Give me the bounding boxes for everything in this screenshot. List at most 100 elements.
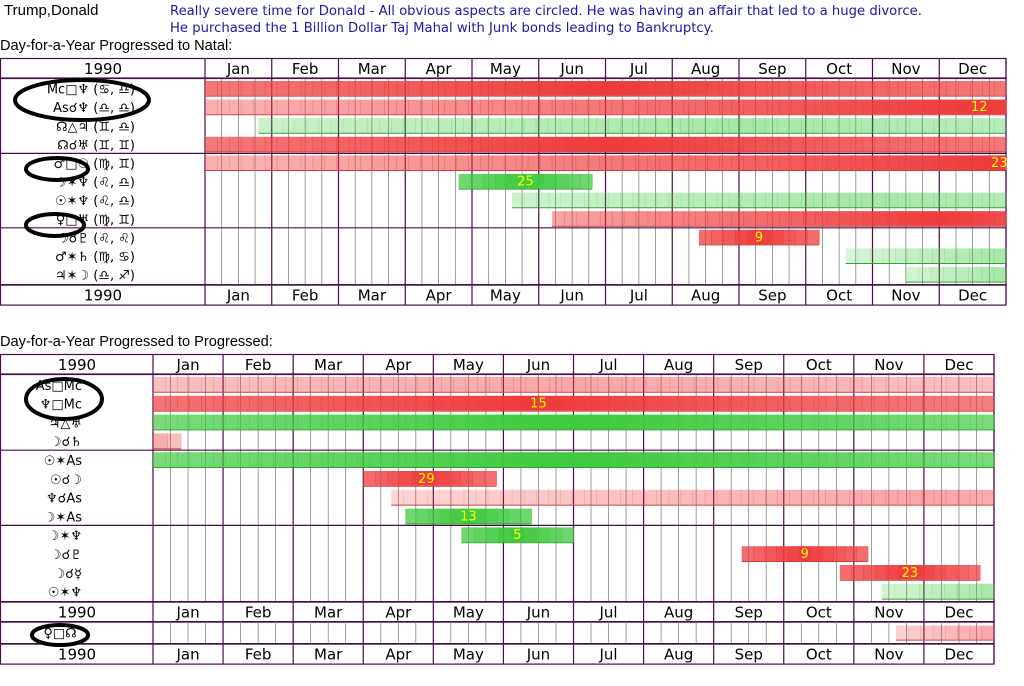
prog-row-10-bar-segment: [799, 546, 812, 561]
prog-row-8-bar-segment: [416, 508, 429, 524]
prog-row-3-bar-segment: [657, 414, 671, 430]
natal-row-2-bar-segment: [707, 99, 720, 115]
prog-footer-month-label-sep: Sep: [735, 646, 763, 664]
prog-row-5-bar-segment: [309, 452, 322, 467]
prog-row-7-bar-segment: [487, 489, 501, 505]
prog-row-8-bar-segment: [451, 508, 464, 524]
prog-row-3-bar-segment: [981, 414, 995, 430]
natal-row-2-bar-segment: [742, 99, 756, 115]
prog-row-3-bar-segment: [213, 414, 226, 430]
natal-row-4-bar-segment: [276, 136, 290, 152]
natal-row-3-bar-segment: [945, 118, 959, 133]
natal-row-5-bar-segment: [503, 155, 517, 170]
prog-extra-row-label: ♀□☊: [43, 627, 76, 642]
natal-row-6-bar-segment: [507, 174, 520, 189]
prog-row-1-bar-segment: [357, 377, 370, 392]
prog-row-5-bar-segment: [765, 452, 779, 467]
natal-row-8-bar-segment: [755, 211, 768, 226]
natal-month-label-sep: Sep: [758, 60, 786, 78]
prog-row-1-bar-segment: [273, 377, 286, 392]
natal-row-3-bar-segment: [608, 118, 621, 133]
prog-row-3-bar-segment: [489, 414, 503, 430]
prog-row-6-bar-segment: [447, 471, 461, 486]
prog-row-11-bar-segment: [956, 565, 969, 580]
natal-row-11-bar-segment: [918, 267, 932, 282]
natal-row-5-bar-segment: [647, 155, 660, 170]
prog-footer-year-label: 1990: [58, 646, 96, 664]
natal-row-7-bar-segment: [933, 192, 947, 208]
natal-row-3-bar-segment: [535, 118, 549, 133]
natal-row-1-bar-segment: [276, 81, 290, 96]
prog-month-label-jul: Jul: [598, 356, 617, 374]
prog-row-7-bar-segment: [873, 489, 887, 505]
natal-row-4-bar-segment: [946, 136, 959, 152]
natal-row-1-bar-segment: [862, 81, 876, 96]
natal-row-4-bar-segment: [491, 136, 505, 152]
prog-row-2-bar-segment: [669, 395, 683, 411]
prog-row-8-bar-segment: [462, 508, 475, 524]
prog-row-10-bar-segment: [753, 546, 766, 561]
natal-row-4-bar-segment: [432, 136, 445, 152]
natal-row-2-bar-segment: [766, 99, 780, 115]
progressed-section-title: Day-for-a-Year Progressed to Progressed:: [0, 334, 273, 350]
prog-row-5-bar-segment: [909, 452, 923, 467]
natal-row-8-bar-segment: [934, 211, 947, 226]
prog-row-3-bar-segment: [897, 414, 911, 430]
prog-row-1-bar-segment: [465, 377, 478, 392]
natal-row-5-bar-segment: [766, 155, 780, 170]
prog-row-3-bar-segment: [477, 414, 490, 430]
natal-row-3-bar-segment: [282, 118, 296, 133]
prog-row-1-bar-segment: [309, 377, 322, 392]
natal-row-8-bar-segment: [814, 211, 828, 226]
natal-row-4-bar-segment: [766, 136, 780, 152]
prog-row-3-bar-segment: [957, 414, 971, 430]
prog-row-2-bar-segment: [837, 395, 851, 411]
natal-row-10-bar-segment: [907, 248, 921, 263]
prog-row-2-bar-segment: [873, 395, 887, 411]
prog-row-11-bar-segment: [874, 565, 888, 580]
natal-row-8-bar-segment: [647, 211, 661, 226]
natal-row-3-bar-segment: [499, 118, 513, 133]
prog-row-7-bar-segment: [969, 489, 983, 505]
natal-row-5-bar-segment: [300, 155, 314, 170]
natal-row-4-bar-segment: [408, 136, 421, 152]
prog-row-3-bar-segment: [309, 414, 322, 430]
natal-row-2-bar-segment: [384, 99, 397, 115]
natal-row-5-bar-segment: [444, 155, 457, 170]
natal-row-7-bar-segment: [608, 192, 622, 208]
prog-row-5-bar-segment: [921, 452, 935, 467]
prog-row-7-bar-segment: [885, 489, 899, 505]
natal-month-label-may: May: [490, 60, 521, 78]
natal-row-8-bar-segment: [659, 211, 673, 226]
prog-month-label-sep: Sep: [735, 356, 763, 374]
natal-row-3-bar-segment: [644, 118, 657, 133]
prog-row-12-bar-segment: [931, 583, 945, 599]
prog-row-2-bar-segment: [321, 395, 334, 411]
natal-row-4-bar-segment: [659, 136, 672, 152]
natal-row-10-bar-segment: [845, 248, 859, 263]
natal-circle-venus-uranus: [24, 212, 86, 238]
note-line-2: He purchased the 1 Billion Dollar Taj Ma…: [170, 21, 714, 36]
prog-row-3-bar-segment: [525, 414, 539, 430]
natal-row-1-bar-segment: [778, 81, 792, 96]
natal-row-10-bar-segment: [993, 248, 1007, 263]
prog-row-2-bar-segment: [801, 395, 815, 411]
prog-row-6-bar-segment: [435, 471, 449, 486]
natal-row-1-bar-segment: [671, 81, 684, 96]
prog-row-2-bar-segment: [753, 395, 767, 411]
prog-row-2-bar-segment: [345, 395, 358, 411]
natal-row-5-bar-segment: [898, 155, 911, 170]
natal-row-2-bar-segment: [456, 99, 469, 115]
prog-row-3-bar-segment: [381, 414, 394, 430]
natal-row-1-bar-segment: [994, 81, 1007, 96]
natal-row-10-bar-segment: [932, 248, 945, 263]
natal-row-5-bar-segment: [623, 155, 636, 170]
natal-row-5-bar-segment: [754, 155, 768, 170]
natal-row-8-bar-segment: [552, 211, 565, 226]
natal-row-7-bar-segment: [825, 192, 838, 208]
natal-row-4-bar-segment: [288, 136, 302, 152]
natal-row-7-bar-segment: [945, 192, 959, 208]
natal-row-5-bar-segment: [563, 155, 577, 170]
natal-row-9-bar-segment: [747, 229, 760, 245]
